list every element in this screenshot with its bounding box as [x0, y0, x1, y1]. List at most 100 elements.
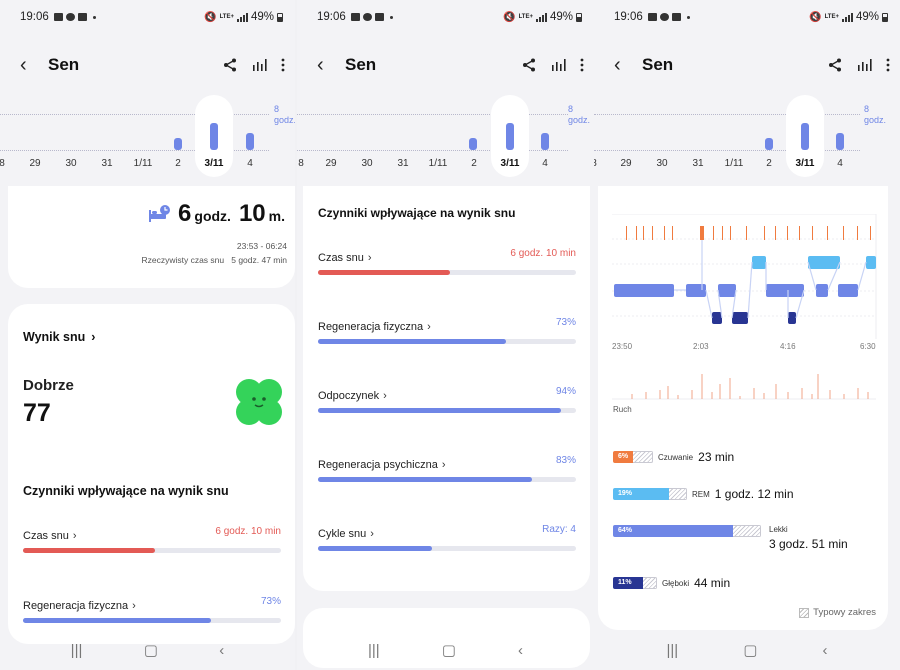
home-icon[interactable]: ▢ [143, 642, 158, 659]
sleep-duration-card[interactable]: 6 godz. 10 m. 23:53 - 06:24 Rzeczywisty … [8, 186, 295, 288]
back-icon[interactable]: ‹ [317, 53, 324, 76]
day-label[interactable]: 31 [692, 158, 704, 169]
factor-row-physical-recovery[interactable]: Regeneracja fizyczna › 73% [23, 596, 281, 623]
factor-label: Odpoczynek [318, 390, 380, 402]
day-label-selected[interactable]: 3/11 [500, 158, 520, 169]
day-label[interactable]: 8 [298, 158, 304, 169]
nav-back-icon[interactable]: ‹ [219, 641, 225, 659]
factor-fill [318, 477, 533, 482]
day-label[interactable]: 30 [65, 158, 77, 169]
share-icon[interactable] [828, 58, 842, 72]
day-label-selected[interactable]: 3/11 [795, 158, 815, 169]
day-label[interactable]: 8 [0, 158, 5, 169]
sleep-score-card: Wynik snu › Dobrze 77 Czynniki wpływające… [8, 304, 295, 644]
factor-label: Regeneracja fizyczna [318, 321, 424, 333]
factor-value: 94% [555, 386, 576, 397]
day-label[interactable]: 4 [542, 158, 548, 169]
battery-icon [882, 12, 888, 22]
week-chart[interactable]: 8 29 30 31 1/11 2 3/11 4 8 godz. [594, 92, 900, 177]
stage-row-light[interactable]: 64% Lekki 3 godz. 51 min [613, 525, 848, 551]
network-label: LTE+ [219, 14, 234, 20]
day-label[interactable]: 30 [361, 158, 373, 169]
system-nav-bar: ||| ▢ ‹ [594, 630, 900, 670]
factor-value: 6 godz. 10 min [215, 526, 281, 537]
factor-row-sleep-cycles[interactable]: Cykle snu › Razy: 4 [318, 524, 576, 551]
day-label[interactable]: 31 [101, 158, 113, 169]
sleep-bar-2[interactable] [174, 138, 182, 150]
signal-icon [236, 12, 248, 22]
chart-icon[interactable] [251, 58, 267, 72]
day-label[interactable]: 1/11 [428, 158, 448, 169]
factor-row-physical-recovery[interactable]: Regeneracja fizyczna › 73% [318, 317, 576, 344]
factor-track [23, 548, 281, 553]
screen-panel-3: 19:06 🔇 LTE+ 49% ‹ Sen 8 29 30 31 1/11 2… [594, 0, 900, 670]
sleep-bar-2[interactable] [765, 138, 773, 150]
recents-icon[interactable]: ||| [368, 641, 380, 659]
day-label[interactable]: 29 [325, 158, 337, 169]
stage-row-deep[interactable]: 11% Głęboki 44 min [613, 576, 730, 590]
chart-icon[interactable] [856, 58, 872, 72]
week-chart[interactable]: 8 29 30 31 1/11 2 3/11 4 8 godz. [297, 92, 594, 177]
movement-label: Ruch [613, 405, 632, 414]
recents-icon[interactable]: ||| [70, 641, 83, 659]
sleep-bar-3-11[interactable] [801, 123, 809, 150]
nav-back-icon[interactable]: ‹ [822, 641, 828, 659]
day-label[interactable]: 2 [175, 158, 181, 169]
share-icon[interactable] [522, 58, 536, 72]
day-label[interactable]: 31 [397, 158, 409, 169]
day-label[interactable]: 1/11 [133, 158, 153, 169]
signal-icon [841, 12, 853, 22]
day-label[interactable]: 2 [471, 158, 477, 169]
network-label: LTE+ [518, 14, 533, 20]
rem-stage [752, 256, 876, 269]
score-rating: Dobrze [23, 377, 74, 394]
score-title-link[interactable]: Wynik snu › [23, 330, 96, 344]
day-label[interactable]: 8 [594, 158, 597, 169]
more-icon[interactable] [580, 58, 584, 72]
sleep-minutes: 10 [238, 200, 266, 227]
score-value: 77 [23, 399, 51, 427]
back-icon[interactable]: ‹ [20, 53, 27, 76]
day-label[interactable]: 4 [837, 158, 843, 169]
factor-row-rest[interactable]: Odpoczynek › 94% [318, 386, 576, 413]
back-icon[interactable]: ‹ [614, 53, 621, 76]
day-label[interactable]: 29 [620, 158, 632, 169]
sleep-bar-4[interactable] [836, 133, 844, 150]
sleep-bar-4[interactable] [541, 133, 549, 150]
factor-track [318, 477, 576, 482]
week-chart[interactable]: 8 29 30 31 1/11 2 3/11 4 8 godz. [0, 92, 295, 177]
stage-row-awake[interactable]: 6% Czuwanie 23 min [613, 450, 734, 464]
factor-row-mental-recovery[interactable]: Regeneracja psychiczna › 83% [318, 455, 576, 482]
sleep-bar-2[interactable] [469, 138, 477, 150]
movement-chart [612, 374, 876, 400]
day-label[interactable]: 29 [29, 158, 41, 169]
factor-row-sleep-time[interactable]: Czas snu › 6 godz. 10 min [318, 248, 576, 275]
chart-icon[interactable] [550, 58, 566, 72]
home-icon[interactable]: ▢ [441, 642, 456, 659]
recents-icon[interactable]: ||| [666, 641, 679, 659]
more-icon[interactable] [281, 58, 285, 72]
page-title: Sen [345, 55, 377, 74]
day-label[interactable]: 1/11 [724, 158, 744, 169]
system-nav-bar: ||| ▢ ‹ [297, 630, 594, 670]
actual-sleep-label: Rzeczywisty czas snu [141, 255, 225, 265]
day-label[interactable]: 2 [766, 158, 772, 169]
factor-label: Regeneracja psychiczna [318, 459, 438, 471]
stage-row-rem[interactable]: 19% REM 1 godz. 12 min [613, 487, 794, 501]
stage-name: Lekki [769, 525, 788, 534]
sleep-bar-3-11[interactable] [210, 123, 218, 150]
sleep-bar-3-11[interactable] [506, 123, 514, 150]
day-label-selected[interactable]: 3/11 [204, 158, 224, 169]
factor-fill [318, 546, 432, 551]
factor-label: Regeneracja fizyczna [23, 600, 129, 612]
factor-row-sleep-time[interactable]: Czas snu › 6 godz. 10 min [23, 526, 281, 553]
sleep-stages-chart[interactable] [612, 214, 882, 344]
more-icon[interactable] [886, 58, 890, 72]
home-icon[interactable]: ▢ [743, 642, 758, 659]
nav-back-icon[interactable]: ‹ [517, 641, 523, 659]
day-label[interactable]: 4 [247, 158, 253, 169]
share-icon[interactable] [223, 58, 237, 72]
sleep-bar-4[interactable] [246, 133, 254, 150]
stage-value: 1 godz. 12 min [714, 487, 794, 501]
day-label[interactable]: 30 [656, 158, 668, 169]
